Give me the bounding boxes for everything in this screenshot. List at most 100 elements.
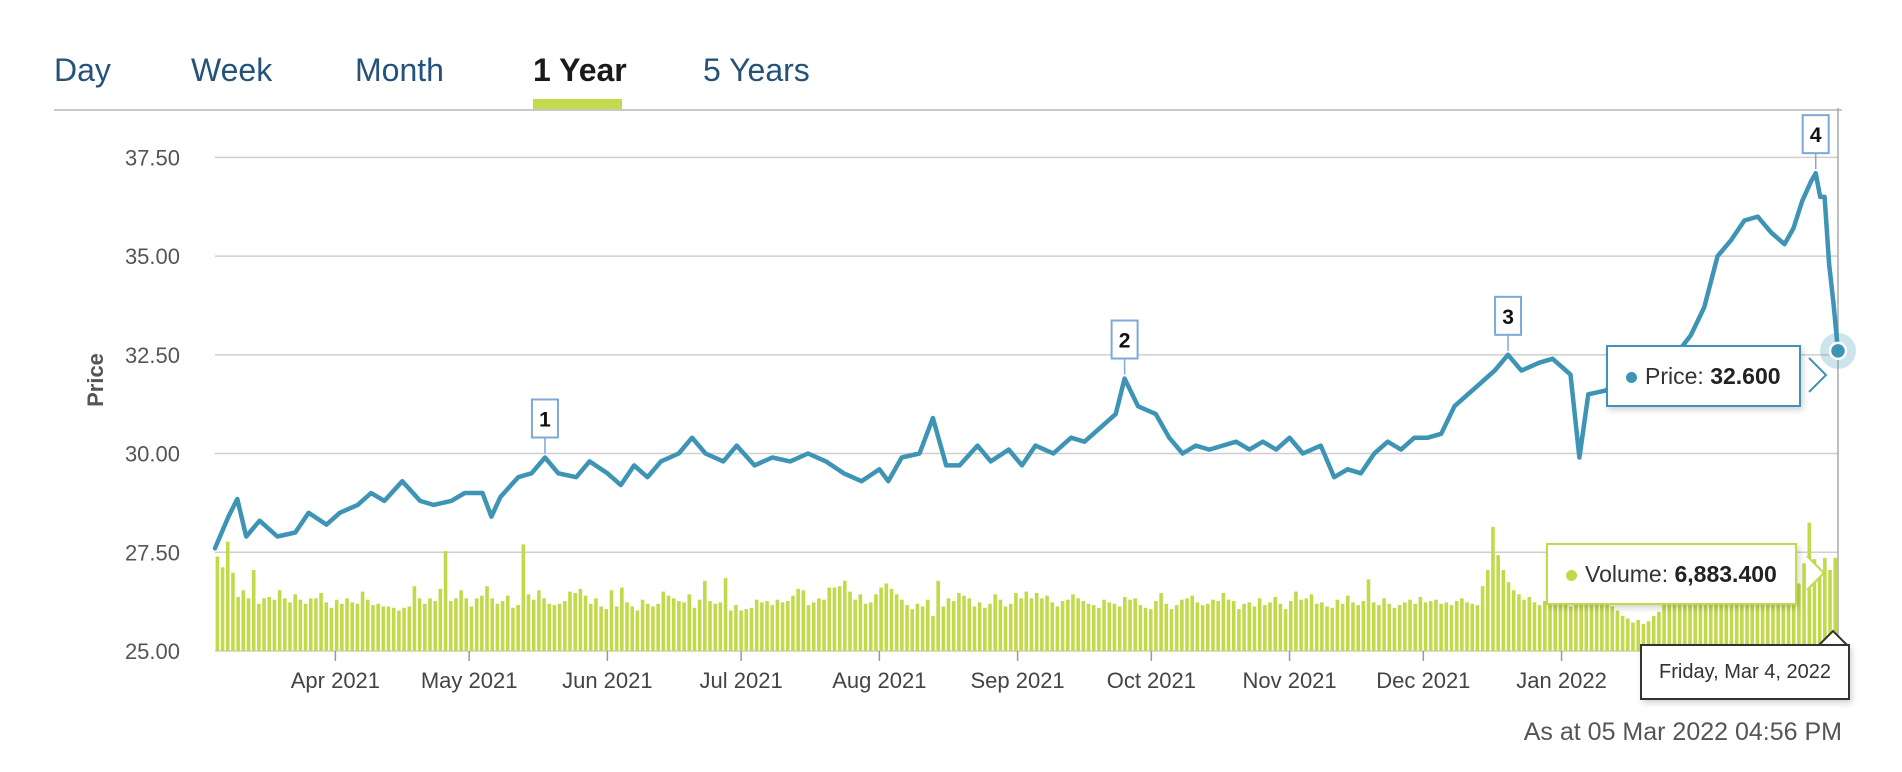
volume-bar xyxy=(640,599,645,651)
x-tick-label: May 2021 xyxy=(421,668,518,693)
annotation-flag xyxy=(1494,295,1523,336)
volume-bar xyxy=(1143,607,1148,651)
volume-bar xyxy=(288,602,292,651)
volume-bar xyxy=(1392,607,1397,651)
volume-bar xyxy=(1750,582,1755,651)
volume-bar xyxy=(552,605,557,651)
volume-bar xyxy=(1657,611,1661,651)
volume-bar xyxy=(1646,621,1651,651)
volume-bar xyxy=(765,601,769,651)
tab-week[interactable]: Week xyxy=(191,52,273,88)
volume-tooltip-pointer xyxy=(1806,555,1826,591)
volume-bar xyxy=(1563,598,1568,651)
active-tab-indicator xyxy=(533,99,622,110)
volume-bar xyxy=(1102,599,1106,651)
volume-bar xyxy=(557,603,562,651)
x-tick-label: Dec 2021 xyxy=(1376,668,1470,693)
volume-bar xyxy=(1724,583,1729,651)
volume-bar xyxy=(1760,583,1765,651)
tab-5-years[interactable]: 5 Years xyxy=(703,52,810,88)
volume-bar xyxy=(1480,586,1485,651)
volume-bar xyxy=(1672,579,1677,651)
volume-bar xyxy=(474,598,479,651)
volume-bar xyxy=(1076,598,1080,651)
volume-bar xyxy=(894,594,899,651)
volume-bar xyxy=(879,587,883,651)
y-tick-label: 30.00 xyxy=(125,442,180,467)
volume-bar xyxy=(469,606,474,651)
volume-bar xyxy=(915,603,920,651)
volume-bar xyxy=(308,598,313,651)
volume-bar xyxy=(1377,605,1381,651)
volume-bar xyxy=(920,606,925,651)
volume-bar xyxy=(391,607,396,651)
volume-bar xyxy=(257,603,261,651)
volume-bar xyxy=(1040,598,1044,651)
volume-bar xyxy=(1714,580,1718,651)
volume-bar xyxy=(957,592,961,651)
volume-bar xyxy=(537,590,541,651)
volume-bar xyxy=(490,598,495,651)
volume-bar xyxy=(1683,582,1687,651)
volume-bar xyxy=(355,603,360,651)
tab-month[interactable]: Month xyxy=(355,52,444,88)
volume-bar xyxy=(1594,592,1599,651)
volume-bar xyxy=(1558,603,1563,651)
price-tooltip-value: 32.600 xyxy=(1710,363,1781,389)
volume-bar xyxy=(925,599,930,651)
volume-bar xyxy=(1123,597,1127,651)
volume-bar xyxy=(1361,601,1366,651)
volume-bar xyxy=(1263,605,1267,651)
volume-bar xyxy=(365,599,370,651)
volume-bar xyxy=(1180,599,1184,651)
volume-bar xyxy=(521,544,526,651)
volume-bar xyxy=(1828,570,1832,651)
volume-bar xyxy=(614,606,619,651)
volume-tooltip-label: Volume: xyxy=(1585,561,1669,587)
volume-bar xyxy=(1117,606,1122,651)
volume-bar xyxy=(708,601,712,651)
tab-day[interactable]: Day xyxy=(54,52,111,88)
volume-bar xyxy=(744,609,749,651)
x-tick-label: Jul 2021 xyxy=(700,668,783,693)
volume-bar xyxy=(1527,597,1532,651)
volume-bar xyxy=(1205,603,1210,651)
volume-bar xyxy=(1776,584,1780,651)
volume-bar xyxy=(962,595,966,651)
volume-bar xyxy=(946,598,951,651)
annotation-flag xyxy=(1801,114,1830,155)
volume-bar xyxy=(770,605,775,651)
volume-bar xyxy=(526,594,531,651)
volume-bar xyxy=(682,602,686,651)
tab-1-year[interactable]: 1 Year xyxy=(533,52,627,88)
volume-bar xyxy=(889,588,894,651)
volume-bar xyxy=(588,603,593,651)
volume-bar xyxy=(1273,597,1277,651)
volume-bar xyxy=(412,586,417,651)
volume-bar xyxy=(1195,602,1200,651)
volume-bar xyxy=(236,597,240,651)
volume-bar xyxy=(438,588,443,651)
volume-bar xyxy=(464,598,469,651)
volume-bar xyxy=(1444,602,1449,651)
volume-bar xyxy=(817,598,821,651)
volume-bar xyxy=(1584,588,1589,651)
volume-bar xyxy=(713,603,717,651)
volume-bar xyxy=(1833,557,1837,651)
volume-bar xyxy=(1823,557,1827,651)
volume-bar xyxy=(905,605,909,651)
volume-bar xyxy=(1610,606,1615,651)
volume-bar xyxy=(848,591,852,651)
volume-bar xyxy=(1511,590,1516,651)
volume-bar xyxy=(728,610,733,651)
volume-bar xyxy=(319,592,323,651)
volume-bar xyxy=(620,587,624,651)
volume-bar xyxy=(1185,598,1189,651)
volume-bar xyxy=(785,601,790,651)
volume-bar xyxy=(563,601,567,651)
volume-bar xyxy=(666,595,671,651)
volume-bar xyxy=(1034,592,1039,651)
annotation-label: 1 xyxy=(539,408,551,431)
volume-bar xyxy=(1387,603,1392,651)
volume-bar xyxy=(1626,618,1630,651)
